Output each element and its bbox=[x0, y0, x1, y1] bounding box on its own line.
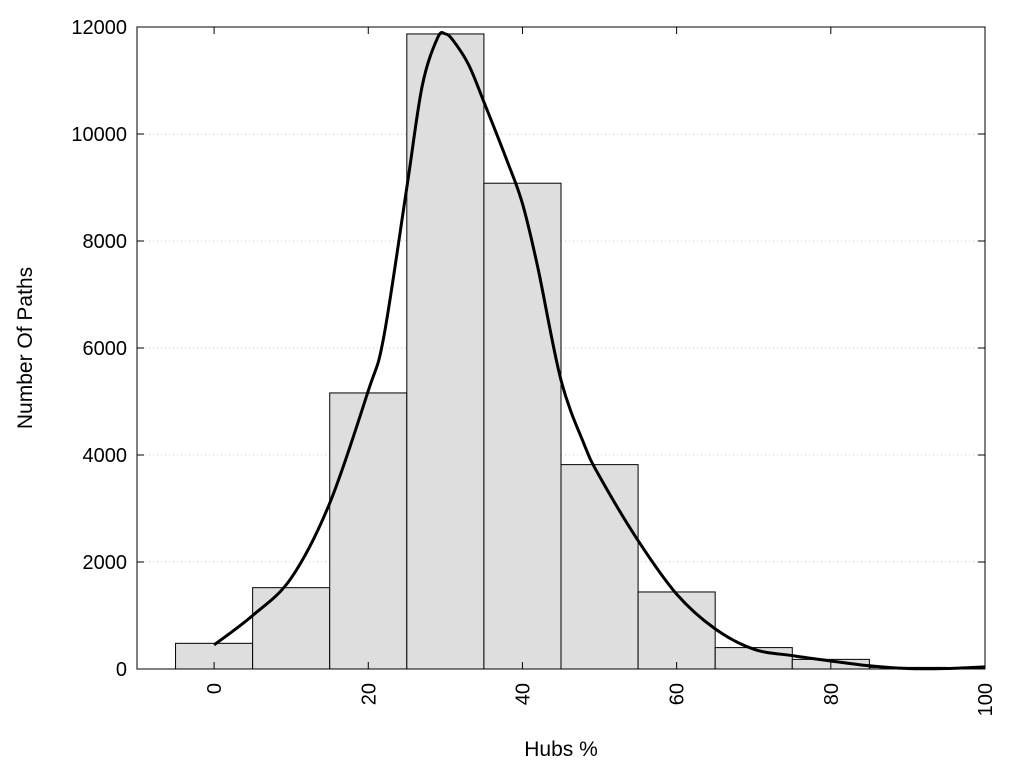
x-axis-title: Hubs % bbox=[524, 738, 598, 761]
x-tick-label: 20 bbox=[358, 683, 380, 705]
y-tick-label: 0 bbox=[116, 659, 127, 681]
bars-layer bbox=[175, 33, 947, 670]
histogram-bar-50 bbox=[560, 464, 639, 670]
histogram-bar-20 bbox=[329, 392, 408, 670]
y-axis-title: Number Of Paths bbox=[14, 267, 37, 429]
density-curve bbox=[213, 30, 986, 671]
x-tick-label: 80 bbox=[821, 683, 843, 705]
y-tick-label: 10000 bbox=[71, 124, 127, 146]
x-tick-label: 40 bbox=[512, 683, 534, 705]
histogram-bar-30 bbox=[406, 33, 485, 670]
histogram-bar-10 bbox=[252, 587, 331, 670]
y-tick-label: 8000 bbox=[83, 231, 128, 253]
x-tick-label: 100 bbox=[975, 683, 997, 716]
y-tick-label: 4000 bbox=[83, 445, 128, 467]
y-tick-label: 2000 bbox=[83, 552, 128, 574]
histogram-bar-60 bbox=[637, 591, 716, 670]
histogram-bar-70 bbox=[714, 647, 793, 670]
x-tick-label: 60 bbox=[667, 683, 689, 705]
histogram-bar-40 bbox=[483, 182, 562, 670]
ticks-layer: 0 2000 4000 6000 8000 10000 12000 0 20 40 60 80 100 bbox=[71, 17, 997, 716]
x-tick-label: 0 bbox=[204, 683, 226, 694]
y-tick-label: 6000 bbox=[83, 338, 128, 360]
curve-layer bbox=[213, 30, 986, 671]
y-tick-label: 12000 bbox=[71, 17, 127, 39]
